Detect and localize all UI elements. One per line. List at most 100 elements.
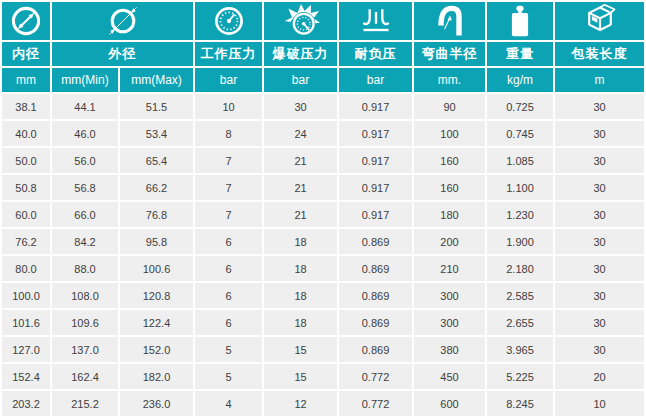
spec-cell: 108.0 xyxy=(52,283,118,308)
spec-cell: 3.965 xyxy=(487,337,553,362)
spec-cell: 10 xyxy=(555,391,644,416)
spec-cell: 120.8 xyxy=(120,283,193,308)
spec-cell: 38.1 xyxy=(2,94,50,119)
spec-cell: 8 xyxy=(195,121,262,146)
unit-mm: mm xyxy=(2,68,50,92)
table-row: 38.144.151.510300.917900.72530 xyxy=(2,94,644,119)
table-row: 76.284.295.86180.8692001.90030 xyxy=(2,229,644,254)
unit-mm-min: mm(Min) xyxy=(52,68,118,92)
pressure-gauge-icon xyxy=(209,3,249,39)
spec-cell: 300 xyxy=(414,310,485,335)
col-label-vacuum: 耐负压 xyxy=(339,42,412,66)
spec-cell: 6 xyxy=(195,283,262,308)
spec-cell: 0.745 xyxy=(487,121,553,146)
inner-diameter-icon xyxy=(6,3,46,39)
spec-cell: 18 xyxy=(264,310,337,335)
spec-cell: 101.6 xyxy=(2,310,50,335)
spec-cell: 30 xyxy=(555,256,644,281)
col-label-package-length: 包装长度 xyxy=(555,42,644,66)
spec-cell: 30 xyxy=(555,337,644,362)
table-row: 80.088.0100.66180.8692102.18030 xyxy=(2,256,644,281)
spec-cell: 160 xyxy=(414,148,485,173)
spec-cell: 203.2 xyxy=(2,391,50,416)
spec-cell: 450 xyxy=(414,364,485,389)
spec-cell: 2.585 xyxy=(487,283,553,308)
spec-cell: 1.900 xyxy=(487,229,553,254)
weight-icon xyxy=(500,3,540,39)
spec-cell: 0.869 xyxy=(339,256,412,281)
spec-cell: 30 xyxy=(555,175,644,200)
spec-cell: 8.245 xyxy=(487,391,553,416)
table-row: 101.6109.6122.46180.8693002.65530 xyxy=(2,310,644,335)
spec-cell: 600 xyxy=(414,391,485,416)
spec-cell: 122.4 xyxy=(120,310,193,335)
table-row: 60.066.076.87210.9171801.23030 xyxy=(2,202,644,227)
spec-cell: 5.225 xyxy=(487,364,553,389)
spec-cell: 0.869 xyxy=(339,229,412,254)
spec-cell: 46.0 xyxy=(52,121,118,146)
spec-cell: 95.8 xyxy=(120,229,193,254)
spec-cell: 20 xyxy=(555,364,644,389)
col-label-burst-pressure: 爆破压力 xyxy=(264,42,337,66)
spec-cell: 65.4 xyxy=(120,148,193,173)
spec-cell: 7 xyxy=(195,175,262,200)
package-box-icon-cell xyxy=(555,2,644,40)
spec-cell: 5 xyxy=(195,337,262,362)
spec-cell: 162.4 xyxy=(52,364,118,389)
spec-cell: 66.2 xyxy=(120,175,193,200)
spec-cell: 30 xyxy=(555,310,644,335)
table-row: 100.0108.0120.86180.8693002.58530 xyxy=(2,283,644,308)
spec-cell: 18 xyxy=(264,229,337,254)
spec-cell: 30 xyxy=(555,283,644,308)
col-label-weight: 重量 xyxy=(487,42,553,66)
spec-cell: 21 xyxy=(264,202,337,227)
spec-cell: 21 xyxy=(264,148,337,173)
spec-cell: 100 xyxy=(414,121,485,146)
spec-cell: 2.655 xyxy=(487,310,553,335)
spec-cell: 80.0 xyxy=(2,256,50,281)
spec-cell: 30 xyxy=(264,94,337,119)
unit-m: m xyxy=(555,68,644,92)
col-label-inner-diameter: 内径 xyxy=(2,42,50,66)
spec-cell: 1.085 xyxy=(487,148,553,173)
package-box-icon xyxy=(578,3,622,39)
spec-cell: 1.100 xyxy=(487,175,553,200)
inner-diameter-icon-cell xyxy=(2,2,50,40)
spec-cell: 127.0 xyxy=(2,337,50,362)
icon-header-row xyxy=(2,2,644,40)
outer-diameter-icon xyxy=(101,3,145,39)
bend-radius-icon-cell xyxy=(414,2,485,40)
spec-cell: 51.5 xyxy=(120,94,193,119)
spec-cell: 0.772 xyxy=(339,364,412,389)
unit-bar-vacuum: bar xyxy=(339,68,412,92)
spec-cell: 152.4 xyxy=(2,364,50,389)
spec-cell: 0.869 xyxy=(339,283,412,308)
spec-cell: 180 xyxy=(414,202,485,227)
spec-cell: 0.917 xyxy=(339,121,412,146)
spec-cell: 24 xyxy=(264,121,337,146)
spec-cell: 0.869 xyxy=(339,310,412,335)
unit-bar-working: bar xyxy=(195,68,262,92)
spec-cell: 100.6 xyxy=(120,256,193,281)
label-header-row: 内径 外径 工作压力 爆破压力 耐负压 弯曲半径 重量 包装长度 xyxy=(2,42,644,66)
spec-cell: 15 xyxy=(264,337,337,362)
spec-table-body: 38.144.151.510300.917900.7253040.046.0 5 3… xyxy=(2,94,644,416)
spec-cell: 0.917 xyxy=(339,148,412,173)
spec-cell: 84.2 xyxy=(52,229,118,254)
spec-cell: 50.8 xyxy=(2,175,50,200)
col-label-bend-radius: 弯曲半径 xyxy=(414,42,485,66)
spec-cell: 30 xyxy=(555,148,644,173)
vacuum-resistance-icon xyxy=(354,3,398,39)
hose-spec-sheet: 内径 外径 工作压力 爆破压力 耐负压 弯曲半径 重量 包装长度 mm mm(M… xyxy=(0,0,646,418)
spec-cell: 160 xyxy=(414,175,485,200)
spec-cell: 210 xyxy=(414,256,485,281)
burst-gauge-icon xyxy=(279,3,323,39)
weight-icon-cell xyxy=(487,2,553,40)
vacuum-resistance-icon-cell xyxy=(339,2,412,40)
spec-cell: 30 xyxy=(555,121,644,146)
spec-cell: 15 xyxy=(264,364,337,389)
spec-cell: 12 xyxy=(264,391,337,416)
spec-cell: 40.0 xyxy=(2,121,50,146)
spec-cell: 56.8 xyxy=(52,175,118,200)
spec-cell: 50.0 xyxy=(2,148,50,173)
